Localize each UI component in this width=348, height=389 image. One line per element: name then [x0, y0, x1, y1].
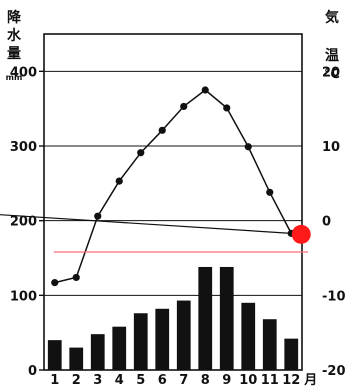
x-tick-label: 12 — [282, 373, 300, 388]
precipitation-bar — [176, 300, 191, 370]
temperature-point — [180, 102, 188, 111]
precipitation-bar — [90, 334, 105, 370]
precipitation-bars — [47, 266, 299, 370]
right-axis-title-char: 気 — [325, 9, 339, 26]
x-axis-ticks: 1 2 3 4 5 6 7 8 9 10 11 12 月 — [50, 373, 317, 388]
x-tick-label: 8 — [201, 373, 210, 388]
x-axis-unit: 月 — [303, 373, 317, 388]
precipitation-bar — [262, 319, 277, 370]
precipitation-bar — [219, 266, 234, 370]
left-tick-label: 100 — [10, 289, 37, 304]
left-tick-label: 400 — [10, 65, 37, 80]
x-tick-label: 11 — [261, 373, 279, 388]
right-axis-title-char: 温 — [325, 48, 339, 64]
right-axis-unit: ℃ — [324, 67, 340, 82]
temperature-point — [72, 273, 80, 282]
temperature-line — [51, 86, 295, 287]
right-tick-label: 0 — [322, 215, 331, 230]
temperature-point — [115, 177, 123, 185]
plot-border — [43, 33, 303, 371]
temperature-point — [137, 149, 145, 157]
x-tick-label: 3 — [93, 373, 102, 388]
x-tick-label: 1 — [50, 373, 59, 388]
right-axis-ticks: 20 10 0 -10 -20 — [322, 65, 346, 379]
temperature-point — [266, 188, 274, 196]
precipitation-bar — [47, 340, 62, 370]
left-axis-title-char: 降 — [7, 9, 22, 26]
precipitation-bar — [133, 313, 148, 370]
left-axis-ticks: 0 100 200 300 400 — [10, 65, 44, 379]
temperature-point — [223, 104, 231, 112]
x-tick-label: 6 — [158, 373, 167, 388]
grid-lines — [44, 70, 302, 296]
right-tick-label: 10 — [322, 140, 340, 155]
left-tick-label: 200 — [10, 215, 37, 230]
plot-frame — [43, 33, 303, 371]
x-tick-label: 4 — [115, 373, 124, 388]
temperature-point — [158, 126, 166, 134]
temperature-point — [201, 86, 209, 94]
precipitation-bar — [69, 347, 84, 370]
annotation-layer — [0, 214, 311, 253]
right-tick-label: -10 — [322, 289, 346, 304]
temperature-polyline — [54, 89, 292, 284]
left-axis-title-char: 量 — [7, 46, 21, 62]
temperature-point — [94, 212, 102, 220]
left-axis-unit: mm — [6, 73, 23, 82]
temperature-point — [51, 279, 59, 287]
x-tick-label: 10 — [239, 373, 257, 388]
right-tick-label: 20 — [322, 65, 340, 80]
left-tick-label: 0 — [28, 364, 37, 379]
x-tick-label: 9 — [222, 373, 231, 388]
left-tick-label: 300 — [10, 140, 37, 155]
precipitation-bar — [155, 308, 170, 370]
x-tick-label: 7 — [179, 373, 188, 388]
left-axis-title-char: 水 — [7, 27, 22, 44]
axis-titles: 降水量 mm 気温 ℃ — [6, 9, 340, 82]
x-tick-label: 2 — [72, 373, 81, 388]
precipitation-bar — [198, 266, 213, 370]
red-marker — [291, 224, 311, 244]
leader-line — [0, 214, 292, 234]
precipitation-bar — [112, 326, 127, 370]
precipitation-bar — [241, 302, 256, 370]
x-tick-label: 5 — [136, 373, 145, 388]
right-tick-label: -20 — [322, 364, 346, 379]
temperature-point — [244, 143, 252, 151]
precipitation-bar — [284, 338, 299, 370]
